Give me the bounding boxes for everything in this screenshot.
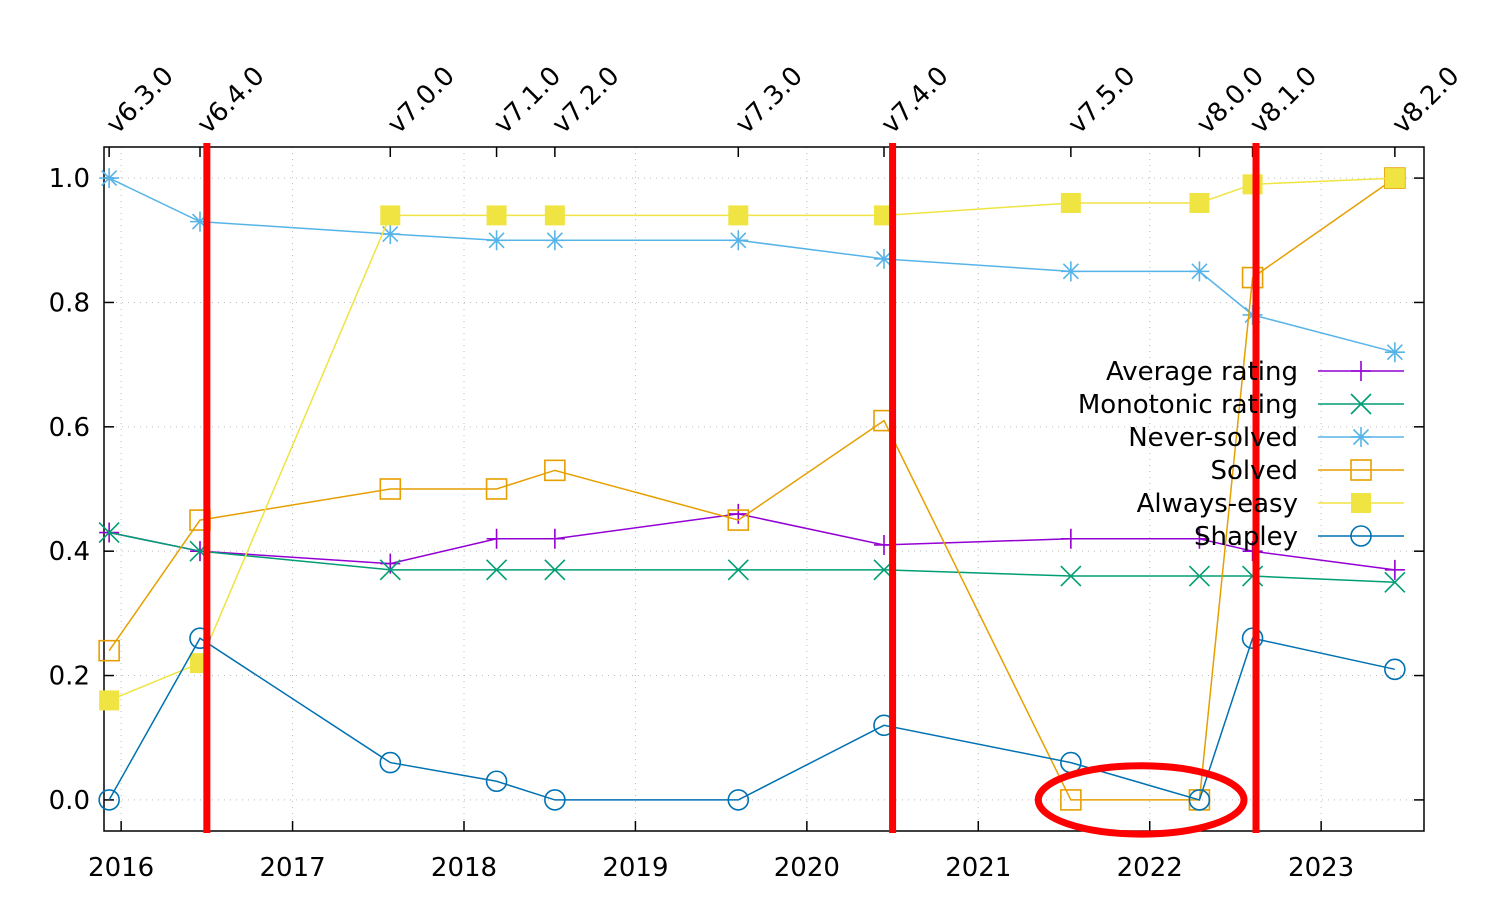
point-marker bbox=[1350, 525, 1372, 547]
release-label: v8.2.0 bbox=[1387, 61, 1466, 140]
point-marker bbox=[99, 690, 120, 711]
point-marker bbox=[874, 248, 894, 269]
point-marker bbox=[379, 751, 402, 774]
point-marker bbox=[1189, 528, 1210, 549]
point-marker bbox=[1189, 192, 1210, 213]
x-tick-label: 2022 bbox=[1117, 853, 1183, 883]
point-marker bbox=[1350, 459, 1372, 481]
point-marker bbox=[1189, 261, 1210, 282]
point-marker bbox=[486, 528, 507, 549]
point-marker bbox=[379, 559, 401, 581]
x-tick-label: 2016 bbox=[88, 853, 154, 883]
point-marker bbox=[1060, 528, 1081, 549]
point-marker bbox=[98, 639, 120, 662]
point-marker bbox=[98, 789, 120, 811]
point-marker bbox=[99, 168, 120, 189]
x-tick-label: 2017 bbox=[259, 853, 325, 883]
point-marker bbox=[1060, 565, 1082, 587]
point-marker bbox=[1060, 261, 1081, 282]
point-marker bbox=[1384, 559, 1405, 580]
legend-label: Never-solved bbox=[1128, 423, 1298, 453]
release-label: v7.4.0 bbox=[876, 61, 955, 140]
point-marker bbox=[1060, 789, 1082, 811]
y-tick-label: 0.0 bbox=[49, 786, 90, 816]
highlight-group bbox=[203, 143, 1260, 838]
series bbox=[98, 167, 1406, 811]
release-label: v7.5.0 bbox=[1063, 61, 1142, 140]
point-marker bbox=[1351, 361, 1371, 381]
point-marker bbox=[380, 224, 401, 245]
x-tick-label: 2020 bbox=[774, 853, 840, 883]
point-marker bbox=[1384, 658, 1406, 681]
point-marker bbox=[1060, 192, 1081, 213]
point-marker bbox=[98, 521, 120, 544]
point-marker bbox=[486, 205, 507, 226]
legend-label: Average rating bbox=[1106, 357, 1298, 387]
series-line bbox=[108, 177, 1396, 801]
x-tick-label: 2021 bbox=[945, 853, 1011, 883]
release-label: v6.3.0 bbox=[101, 61, 180, 140]
point-marker bbox=[486, 230, 507, 251]
release-label: v7.2.0 bbox=[547, 61, 626, 140]
point-marker bbox=[544, 459, 566, 482]
y-tick-label: 0.4 bbox=[49, 537, 90, 567]
point-marker bbox=[190, 211, 210, 232]
legend-label: Always-easy bbox=[1137, 489, 1298, 519]
y-tick-label: 0.8 bbox=[49, 288, 90, 318]
point-marker bbox=[486, 559, 508, 581]
highlight-ellipse bbox=[1034, 762, 1248, 838]
series bbox=[98, 627, 1406, 811]
point-marker bbox=[379, 478, 402, 500]
x-tick-label: 2018 bbox=[431, 853, 497, 883]
series bbox=[99, 168, 1405, 711]
point-marker bbox=[1351, 493, 1371, 513]
point-marker bbox=[727, 559, 749, 581]
point-marker bbox=[485, 478, 508, 500]
point-marker bbox=[1384, 168, 1405, 189]
point-marker bbox=[544, 205, 565, 226]
point-marker bbox=[544, 528, 565, 549]
point-marker bbox=[727, 789, 750, 811]
point-marker bbox=[1188, 565, 1210, 587]
y-tick-label: 1.0 bbox=[49, 164, 90, 194]
grid bbox=[104, 147, 1424, 831]
point-marker bbox=[1384, 342, 1405, 363]
legend-label: Shapley bbox=[1194, 522, 1298, 552]
release-label: v7.3.0 bbox=[730, 61, 809, 140]
legend-label: Solved bbox=[1210, 456, 1298, 486]
point-marker bbox=[728, 230, 749, 251]
point-marker bbox=[544, 559, 566, 581]
point-marker bbox=[874, 205, 894, 226]
y-tick-label: 0.6 bbox=[49, 413, 90, 443]
point-marker bbox=[1188, 789, 1211, 811]
plot-frame bbox=[103, 146, 1425, 832]
x-tick-label: 2023 bbox=[1288, 853, 1354, 883]
x-tick-label: 2019 bbox=[602, 853, 668, 883]
point-marker bbox=[1384, 571, 1406, 593]
series bbox=[98, 521, 1406, 593]
release-label: v7.0.0 bbox=[382, 61, 461, 140]
point-marker bbox=[727, 509, 750, 531]
release-label: v6.4.0 bbox=[192, 61, 271, 140]
point-marker bbox=[728, 503, 749, 524]
legend-label: Monotonic rating bbox=[1078, 390, 1298, 420]
point-marker bbox=[544, 789, 566, 811]
point-marker bbox=[485, 770, 508, 793]
point-marker bbox=[380, 205, 401, 226]
series-line bbox=[108, 637, 1396, 801]
point-marker bbox=[1351, 427, 1371, 447]
point-marker bbox=[544, 230, 565, 251]
point-marker bbox=[728, 205, 749, 226]
point-marker bbox=[1350, 393, 1372, 415]
y-tick-label: 0.2 bbox=[49, 662, 90, 692]
